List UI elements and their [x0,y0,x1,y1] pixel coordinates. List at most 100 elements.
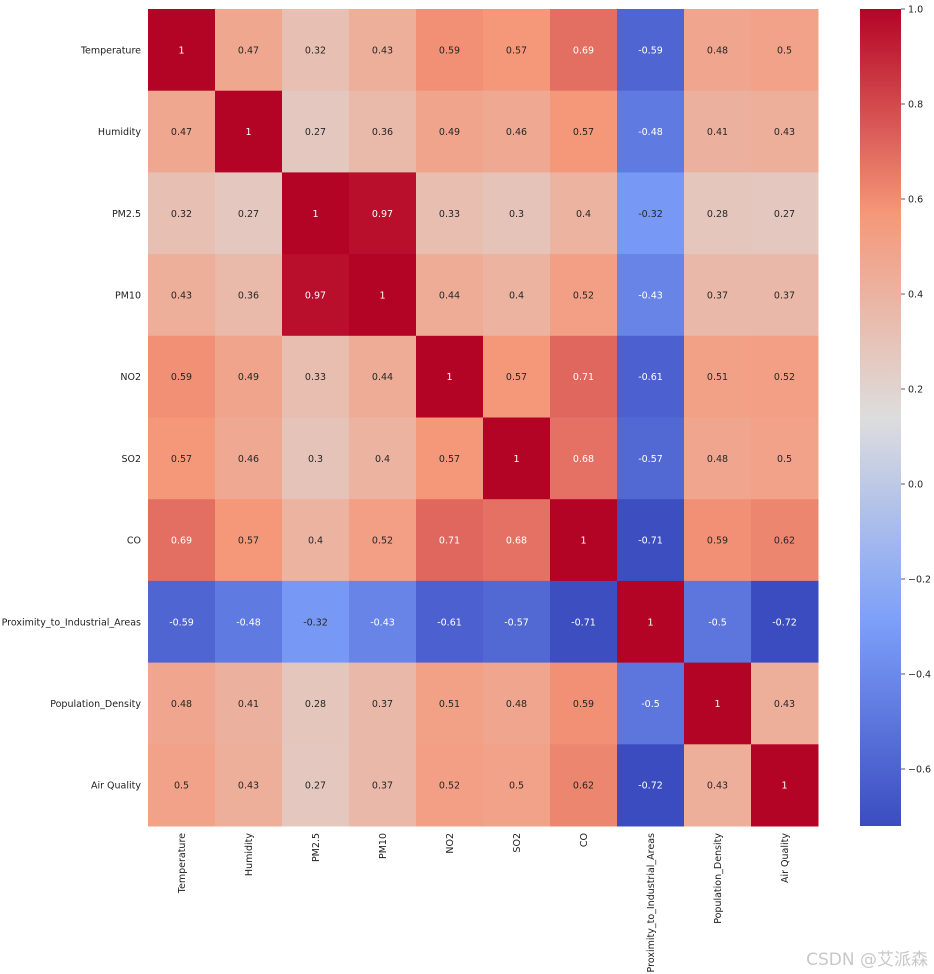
cell-annotation: -0.71 [638,536,663,547]
cell-annotation: 0.44 [439,290,460,301]
cell-humidity-pm2-5 [282,90,350,173]
cell-pm10-so2 [483,254,551,337]
colorbar-tick-label: −0.4 [908,670,931,681]
cell-pm10-no2 [416,254,484,337]
colorbar-gradient [860,9,901,826]
cell-so2-air-quality [751,417,819,500]
cell-pm2-5-no2 [416,172,484,255]
y-tick-label-proximity-to-industrial-areas: Proximity_to_Industrial_Areas [2,617,141,628]
cell-co-pm10 [349,499,417,582]
cell-annotation: 0.71 [573,372,594,383]
cell-air-quality-so2 [483,744,551,827]
colorbar-tick-label: 0.0 [908,480,923,491]
cell-annotation: -0.5 [708,617,727,628]
cell-annotation: 1 [178,45,184,56]
cell-annotation: 0.52 [774,372,795,383]
cell-annotation: 0.68 [506,536,527,547]
cell-annotation: 1 [446,372,452,383]
cell-population-density-temperature [148,662,216,745]
cell-annotation: 0.59 [707,536,728,547]
cell-annotation: 0.43 [707,781,728,792]
cell-humidity-so2 [483,90,551,173]
cell-annotation: -0.32 [303,617,328,628]
y-tick-label-humidity: Humidity [98,127,141,138]
cell-annotation: -0.43 [370,617,395,628]
cell-annotation: -0.57 [504,617,529,628]
cell-no2-pm10 [349,335,417,418]
cell-co-proximity-to-industrial-areas [617,499,685,582]
cell-proximity-to-industrial-areas-so2 [483,580,551,664]
x-tick-label-pm10: PM10 [378,833,389,859]
cell-no2-air-quality [751,335,819,418]
cell-no2-population-density [684,335,752,418]
heatmap-cells: 1 0.47 0.32 0.43 0.59 0.57 0.69 -0.59 0.48 0.5 0.4… [148,9,819,827]
cell-air-quality-pm2-5 [282,744,350,827]
cell-humidity-pm10 [349,90,417,173]
cell-annotation: 1 [245,127,251,138]
cell-population-density-population-density [684,662,752,745]
cell-temperature-pm10 [349,9,417,92]
cell-annotation: 0.41 [238,699,259,710]
cell-annotation: 0.52 [439,781,460,792]
cell-annotation: 0.3 [509,209,524,220]
colorbar-tick-label: −0.6 [908,765,931,776]
cell-annotation: -0.61 [437,617,462,628]
cell-annotation: 0.52 [573,290,594,301]
cell-annotation: -0.48 [638,127,663,138]
cell-co-co [550,499,618,582]
cell-annotation: 0.57 [238,536,259,547]
cell-annotation: 0.27 [774,209,795,220]
x-tick-label-proximity-to-industrial-areas: Proximity_to_Industrial_Areas [646,833,657,972]
cell-annotation: 0.32 [305,45,326,56]
cell-air-quality-no2 [416,744,484,827]
cell-annotation: -0.71 [571,617,596,628]
cell-annotation: 0.4 [576,209,591,220]
cell-annotation: -0.59 [169,617,194,628]
cell-no2-co [550,335,618,418]
cell-temperature-co [550,9,618,92]
cell-annotation: 0.28 [707,209,728,220]
cell-co-so2 [483,499,551,582]
cell-annotation: 0.27 [238,209,259,220]
cell-temperature-no2 [416,9,484,92]
cell-annotation: 0.49 [439,127,460,138]
cell-population-density-proximity-to-industrial-areas [617,662,685,745]
cell-pm2-5-pm10 [349,172,417,255]
cell-annotation: 0.43 [774,699,795,710]
cell-temperature-so2 [483,9,551,92]
cell-co-population-density [684,499,752,582]
cell-annotation: 1 [312,209,318,220]
x-tick-label-population-density: Population_Density [713,833,724,924]
cell-population-density-co [550,662,618,745]
cell-annotation: -0.5 [641,699,660,710]
cell-annotation: 0.27 [305,781,326,792]
cell-annotation: 0.37 [372,699,393,710]
cell-air-quality-proximity-to-industrial-areas [617,744,685,827]
x-tick-label-pm2-5: PM2.5 [311,833,322,862]
cell-proximity-to-industrial-areas-proximity-to-industrial-areas [617,580,685,664]
colorbar-tick-label: 0.2 [908,385,923,396]
cell-annotation: 1 [379,290,385,301]
cell-pm10-co [550,254,618,337]
cell-air-quality-pm10 [349,744,417,827]
cell-pm2-5-pm2-5 [282,172,350,255]
cell-no2-pm2-5 [282,335,350,418]
x-tick-label-humidity: Humidity [244,833,255,876]
cell-co-pm2-5 [282,499,350,582]
cell-annotation: -0.72 [638,781,663,792]
cell-annotation: 0.36 [372,127,393,138]
colorbar-tick-label: 0.4 [908,290,923,301]
cell-pm2-5-co [550,172,618,255]
cell-annotation: 1 [714,699,720,710]
cell-annotation: 0.68 [573,454,594,465]
cell-co-temperature [148,499,216,582]
cell-humidity-co [550,90,618,173]
cell-humidity-humidity [215,90,283,173]
cell-annotation: 0.57 [506,372,527,383]
cell-annotation: 0.47 [171,127,192,138]
cell-annotation: 0.51 [707,372,728,383]
cell-annotation: -0.57 [638,454,663,465]
cell-annotation: -0.61 [638,372,663,383]
cell-annotation: 0.41 [707,127,728,138]
